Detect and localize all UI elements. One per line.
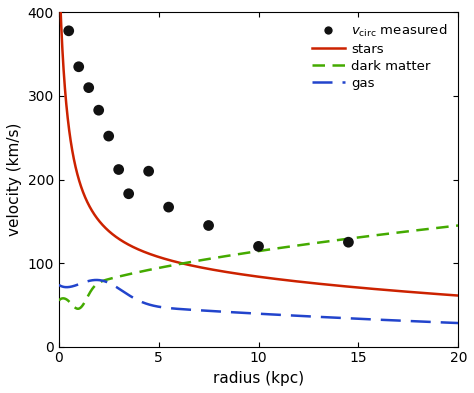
Point xyxy=(125,191,132,197)
Point xyxy=(205,222,212,229)
Point xyxy=(115,166,122,173)
X-axis label: radius (kpc): radius (kpc) xyxy=(213,371,304,386)
Point xyxy=(255,243,262,250)
Point xyxy=(75,64,82,70)
Point xyxy=(85,84,92,91)
Point xyxy=(95,107,102,113)
Legend: $v_{\rm circ}$ measured, stars, dark matter, gas: $v_{\rm circ}$ measured, stars, dark mat… xyxy=(308,19,452,94)
Y-axis label: velocity (km/s): velocity (km/s) xyxy=(7,123,22,236)
Point xyxy=(105,133,112,139)
Point xyxy=(65,28,73,34)
Point xyxy=(165,204,173,210)
Point xyxy=(345,239,352,245)
Point xyxy=(145,168,153,174)
